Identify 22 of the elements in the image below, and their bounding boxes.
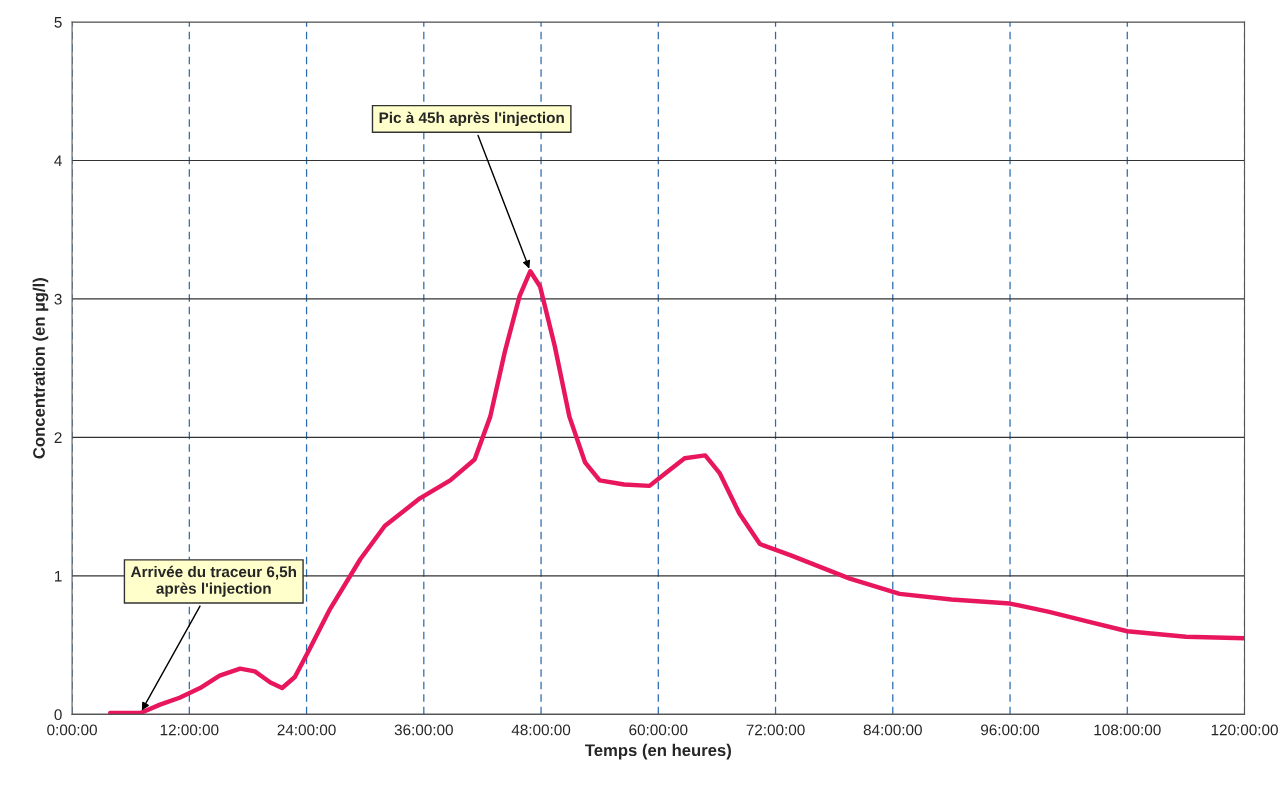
x-tick-label: 84:00:00: [863, 724, 922, 736]
y-tick-label: 4: [54, 155, 62, 166]
x-tick-label: 120:00:00: [1211, 724, 1278, 736]
x-tick-label: 60:00:00: [629, 724, 688, 736]
x-tick-label: 96:00:00: [981, 724, 1040, 736]
y-axis-title: Concentration (en µg/l): [32, 278, 49, 459]
x-tick-label: 0:00:00: [47, 724, 97, 736]
x-tick-label: 36:00:00: [394, 724, 453, 736]
x-tick-label: 48:00:00: [511, 724, 571, 736]
x-axis-title: Temps (en heures): [585, 743, 731, 760]
x-tick-label: 12:00:00: [160, 724, 219, 736]
x-tick-label: 24:00:00: [277, 724, 336, 736]
y-tick-label: 0: [54, 709, 62, 721]
y-tick-label: 1: [55, 570, 62, 582]
y-tick-label: 2: [54, 432, 62, 443]
annotation: Arrivée du traceur 6,5h après l'injection: [130, 565, 297, 597]
x-tick-label: 72:00:00: [746, 724, 805, 736]
y-tick-label: 3: [54, 293, 62, 305]
x-tick-label: 108:00:00: [1094, 724, 1161, 736]
annotation: Pic à 45h après l'injection: [379, 111, 564, 127]
line-series: [107, 269, 1245, 715]
y-tick-label: 5: [54, 17, 62, 28]
